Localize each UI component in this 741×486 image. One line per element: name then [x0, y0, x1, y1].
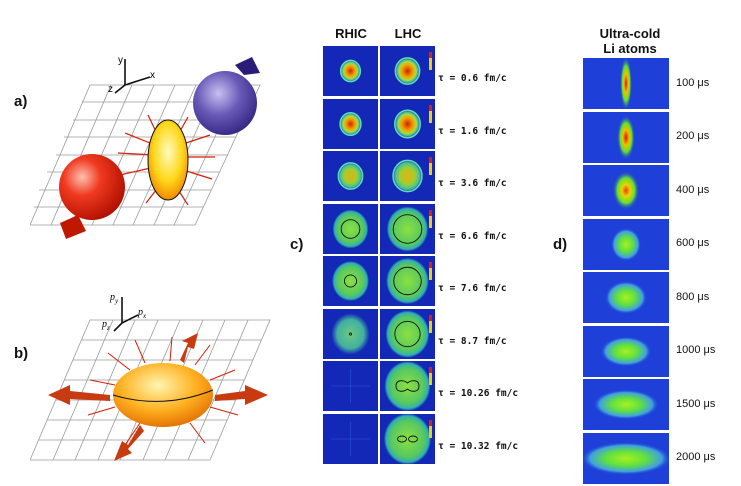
- flow-arrows-small: [87, 336, 239, 446]
- axis-pz-label: pz: [101, 319, 110, 332]
- rhic-cell-2: [323, 98, 378, 149]
- panel-b-label: b): [14, 345, 29, 362]
- lhc-cell-7: [380, 361, 435, 411]
- tau-label: τ = 10.26 fm/c: [438, 388, 519, 399]
- time-label: 100 μs: [676, 76, 710, 89]
- time-label: 1500 μs: [676, 397, 716, 410]
- panel-c-label: c): [290, 236, 304, 253]
- red-nucleus: [59, 154, 125, 239]
- axis-x-label: x: [150, 70, 155, 81]
- tau-label: τ = 0.6 fm/c: [438, 73, 507, 84]
- lhc-cell-3: [380, 151, 435, 201]
- lhc-cell-4: [380, 203, 435, 254]
- flow-arrows-large: [48, 333, 268, 461]
- panel-d-label: d): [553, 236, 568, 253]
- lhc-cell-6: [380, 308, 435, 359]
- panel-d-title: Ultra-cold Li atoms: [590, 26, 670, 56]
- lhc-cell-8: [380, 413, 435, 464]
- tau-label: τ = 8.7 fm/c: [438, 335, 507, 347]
- lhc-cell-2: [380, 98, 435, 149]
- overlap-zone: [147, 119, 189, 201]
- atom-frame-1: [583, 58, 669, 109]
- atom-frame-8: [583, 432, 669, 484]
- time-label: 600 μs: [676, 237, 710, 249]
- time-label: 400 μs: [676, 183, 710, 196]
- atom-frame-4: [583, 218, 669, 270]
- panel-a-diagram: y x z: [30, 55, 261, 239]
- time-label: 1000 μs: [676, 344, 716, 356]
- time-label: 800 μs: [676, 290, 710, 303]
- atom-frame-3: [583, 165, 669, 216]
- atom-frame-5: [583, 272, 669, 323]
- coordinate-axes: [114, 59, 151, 94]
- panel-b-diagram: py px pz: [30, 292, 271, 461]
- rhic-cell-8: [323, 413, 378, 464]
- column-header-rhic: RHIC: [335, 26, 367, 41]
- axis-z-label: z: [108, 84, 113, 95]
- rhic-cell-5: [323, 256, 378, 306]
- axis-px-label: px: [137, 307, 147, 320]
- tau-label: τ = 7.6 fm/c: [438, 283, 507, 294]
- time-label: 200 μs: [676, 130, 710, 142]
- rhic-cell-7: [323, 361, 378, 411]
- flow-ellipsoid: [113, 363, 213, 427]
- momentum-axes: [113, 297, 139, 332]
- rhic-cell-1: [323, 46, 378, 96]
- time-label: 2000 μs: [676, 451, 716, 463]
- tau-label: τ = 6.6 fm/c: [438, 230, 507, 242]
- rhic-cell-6: [323, 308, 378, 359]
- rhic-cell-3: [323, 151, 378, 201]
- lhc-cell-1: [380, 46, 435, 96]
- panel-d-title-line1: Ultra-cold: [599, 26, 661, 41]
- panel-d-title-line2: Li atoms: [603, 41, 657, 56]
- atom-frame-7: [583, 379, 669, 430]
- blue-nucleus: [193, 57, 260, 135]
- atom-frame-2: [583, 111, 669, 163]
- rhic-cell-4: [323, 203, 378, 254]
- lhc-cell-5: [380, 256, 435, 306]
- atom-frame-6: [583, 325, 669, 377]
- tau-label: τ = 10.32 fm/c: [438, 440, 519, 452]
- tau-label: τ = 1.6 fm/c: [438, 125, 507, 137]
- panel-a-label: a): [14, 93, 28, 110]
- axis-y-label: y: [118, 55, 123, 66]
- tau-label: τ = 3.6 fm/c: [438, 178, 507, 189]
- column-header-lhc: LHC: [394, 26, 422, 41]
- axis-py-label: py: [109, 292, 119, 305]
